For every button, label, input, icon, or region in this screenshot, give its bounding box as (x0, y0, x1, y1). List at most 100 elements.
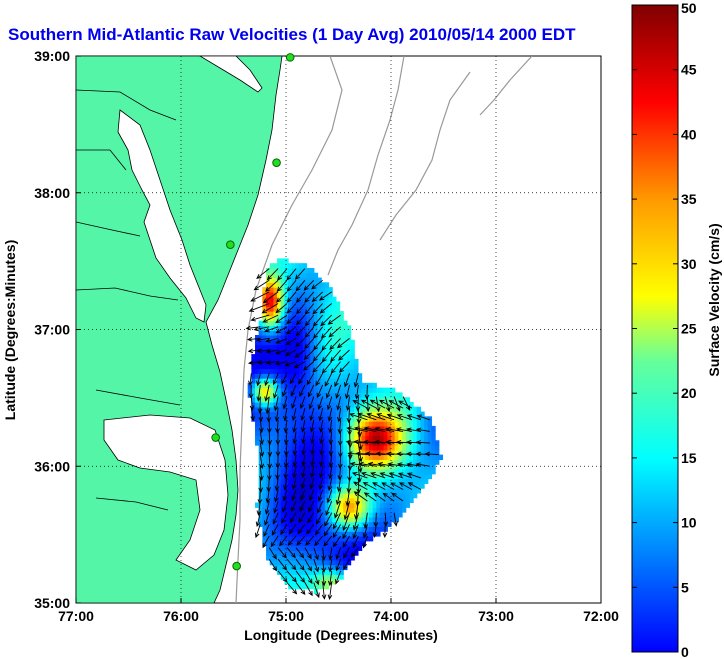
heatmap-cell (332, 483, 337, 489)
heatmap-cell (435, 459, 440, 465)
velocity-arrow (334, 373, 342, 388)
velocity-arrow (381, 482, 395, 490)
heatmap-cell (394, 507, 399, 513)
velocity-arrow (321, 349, 333, 363)
heatmap-cell (288, 579, 293, 585)
heatmap-cell (266, 291, 271, 298)
heatmap-cell (339, 454, 344, 461)
heatmap-cell (398, 492, 403, 499)
heatmap-cell (383, 401, 388, 408)
heatmap-cell (402, 397, 407, 403)
heatmap-cell (310, 559, 315, 566)
heatmap-cell (350, 483, 355, 489)
heatmap-cell (299, 267, 304, 274)
heatmap-cell (328, 507, 333, 513)
heatmap-cell (321, 416, 326, 422)
velocity-arrow (301, 466, 306, 479)
heatmap-cell (335, 550, 341, 556)
heatmap-cell (376, 473, 381, 480)
heatmap-cell (280, 468, 286, 475)
heatmap-cell (391, 488, 396, 494)
heatmap-cell (402, 464, 407, 470)
heatmap-cell (313, 535, 319, 542)
heatmap-cell (335, 425, 341, 432)
velocity-arrow (351, 471, 368, 479)
heatmap-cell (291, 287, 297, 293)
velocity-arrow (324, 512, 333, 527)
heatmap-cell (317, 330, 322, 336)
velocity-arrow (313, 582, 320, 599)
heatmap-cell (328, 454, 333, 461)
heatmap-cell (317, 473, 322, 480)
heatmap-cell (324, 445, 330, 451)
heatmap-cell (273, 435, 278, 441)
heatmap-cell (324, 301, 330, 307)
heatmap-cell (280, 449, 286, 456)
heatmap-cell (313, 339, 319, 346)
heatmap-cell (306, 334, 311, 341)
heatmap-cell (343, 411, 348, 417)
heatmap-cell (313, 430, 319, 437)
heatmap-cell (365, 468, 370, 475)
heatmap-cell (266, 464, 271, 470)
heatmap-cell (310, 574, 315, 580)
heatmap-cell (295, 373, 300, 379)
velocity-arrow (313, 559, 320, 573)
heatmap-cell (339, 478, 344, 484)
heatmap-cell (288, 535, 293, 542)
heatmap-cell (335, 320, 341, 326)
heatmap-cell (288, 411, 293, 417)
velocity-arrow (277, 268, 288, 281)
heatmap-cell (317, 349, 322, 355)
heatmap-cell (288, 373, 293, 379)
heatmap-cell (306, 473, 311, 480)
heatmap-cell (288, 507, 293, 513)
heatmap-cell (350, 464, 355, 470)
heatmap-cell (402, 483, 407, 489)
velocity-arrow (271, 524, 279, 536)
heatmap-cell (368, 421, 374, 427)
heatmap-cell (291, 368, 297, 374)
heatmap-cell (383, 387, 388, 394)
velocity-arrow (308, 396, 315, 410)
heatmap-cell (299, 344, 304, 350)
heatmap-cell (295, 392, 300, 398)
heatmap-cell (258, 502, 263, 508)
velocity-arrow (327, 570, 333, 587)
heatmap-cell (288, 368, 293, 374)
heatmap-cell (427, 430, 433, 437)
heatmap-cell (299, 368, 304, 374)
heatmap-cell (266, 382, 271, 389)
heatmap-cell (343, 545, 348, 551)
heatmap-cell (405, 445, 410, 451)
velocity-arrow (301, 431, 306, 445)
heatmap-cell (391, 502, 396, 508)
velocity-arrow (250, 291, 270, 302)
heatmap-cell (291, 521, 297, 528)
heatmap-cell (368, 516, 374, 523)
velocity-arrow (298, 373, 306, 385)
velocity-arrow (354, 384, 360, 400)
heatmap-cell (255, 416, 260, 422)
heatmap-cell (398, 488, 403, 494)
heatmap-cell (321, 315, 326, 322)
velocity-arrow (272, 512, 279, 525)
heatmap-cell (413, 416, 418, 422)
heatmap-cell (302, 306, 308, 312)
heatmap-cell (291, 555, 297, 561)
velocity-arrow (312, 314, 324, 327)
heatmap-cell (354, 507, 359, 513)
velocity-arrow (363, 512, 368, 529)
heatmap-cell (317, 516, 322, 523)
heatmap-cell (310, 296, 315, 303)
heatmap-cell (346, 497, 352, 504)
heatmap-cell (324, 315, 330, 322)
heatmap-cell (413, 464, 418, 470)
heatmap-cell (339, 387, 344, 394)
heatmap-cell (350, 507, 355, 513)
heatmap-cell (368, 445, 374, 451)
heatmap-cell (288, 291, 293, 298)
heatmap-cell (357, 502, 363, 508)
heatmap-cell (343, 478, 348, 484)
heatmap-cell (269, 387, 274, 394)
